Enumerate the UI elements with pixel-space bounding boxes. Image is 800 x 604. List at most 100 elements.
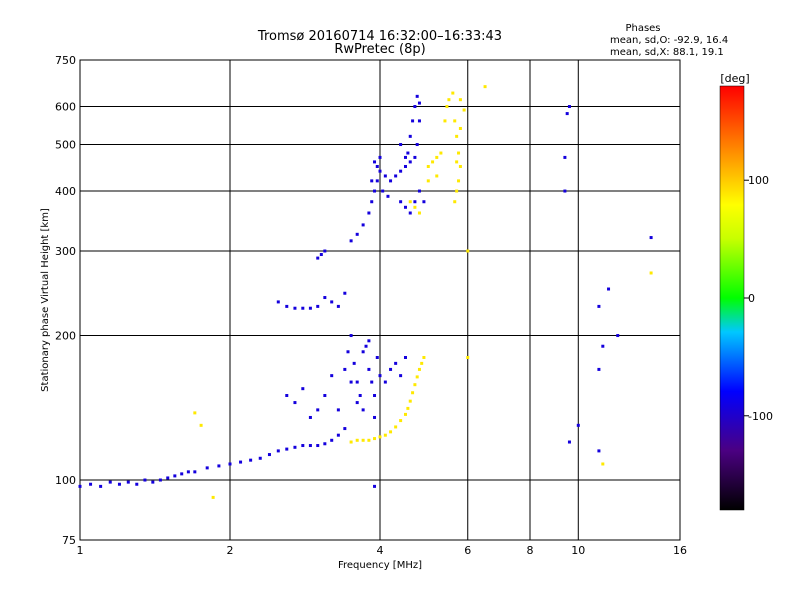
y-tick-label: 400: [55, 185, 76, 198]
data-point-o: [258, 456, 262, 460]
data-point-x: [417, 211, 421, 215]
data-point-o: [323, 249, 327, 253]
data-point-o: [126, 480, 130, 484]
data-point-x: [445, 105, 449, 109]
data-point-o: [323, 442, 327, 446]
data-point-x: [466, 249, 470, 253]
data-point-x: [367, 438, 371, 442]
data-point-o: [403, 164, 407, 168]
data-point-o: [99, 484, 103, 488]
data-point-o: [343, 367, 347, 371]
data-point-x: [422, 355, 426, 359]
data-point-x: [439, 151, 443, 155]
colorbar-gradient: [719, 85, 745, 511]
grid-lines: [80, 60, 680, 540]
phase-stats-heading: Phases: [625, 23, 660, 34]
x-tick-label: 8: [527, 544, 534, 557]
phase-stats-x: mean, sd,X: 88.1, 19.1: [610, 47, 724, 58]
data-point-o: [336, 304, 340, 308]
data-point-x: [349, 440, 353, 444]
data-point-o: [293, 445, 297, 449]
data-point-o: [399, 200, 403, 204]
data-point-o: [367, 339, 371, 343]
data-point-o: [373, 189, 377, 193]
data-point-o: [567, 105, 571, 109]
data-point-x: [447, 98, 451, 102]
data-point-x: [355, 438, 359, 442]
data-point-o: [408, 134, 412, 138]
data-point-x: [483, 85, 487, 89]
data-point-o: [205, 466, 209, 470]
data-point-o: [323, 296, 327, 300]
data-point-o: [355, 232, 359, 236]
data-point-o: [375, 355, 379, 359]
data-point-o: [649, 236, 653, 240]
data-point-o: [563, 155, 567, 159]
colorbar-tick-label: 0: [748, 292, 755, 305]
data-point-o: [228, 462, 232, 466]
data-point-o: [346, 350, 350, 354]
data-point-o: [403, 205, 407, 209]
data-point-x: [455, 189, 459, 193]
data-point-o: [108, 480, 112, 484]
data-point-o: [158, 478, 162, 482]
data-point-o: [117, 482, 121, 486]
data-point-o: [336, 433, 340, 437]
data-point-o: [89, 482, 93, 486]
y-axis-label: Stationary phase Virtual Height [km]: [40, 208, 51, 392]
data-point-o: [394, 361, 398, 365]
data-point-o: [343, 427, 347, 431]
data-point-o: [389, 367, 393, 371]
data-point-o: [276, 300, 280, 304]
data-point-o: [417, 101, 421, 105]
data-point-o: [417, 189, 421, 193]
data-point-o: [383, 174, 387, 178]
data-point-x: [378, 435, 382, 439]
data-point-o: [336, 408, 340, 412]
data-point-o: [349, 380, 353, 384]
data-point-x: [458, 126, 462, 130]
data-point-o: [383, 380, 387, 384]
data-point-o: [378, 155, 382, 159]
y-tick-label: 750: [55, 54, 76, 67]
data-point-x: [453, 200, 457, 204]
data-point-x: [193, 411, 197, 415]
data-point-o: [373, 484, 377, 488]
y-tick-label: 300: [55, 245, 76, 258]
data-point-o: [166, 476, 170, 480]
data-point-x: [399, 419, 403, 423]
x-tick-label: 4: [377, 544, 384, 557]
x-tick-label: 1: [77, 544, 84, 557]
plot-frame: [79, 59, 681, 541]
colorbar-tick-label: 100: [748, 174, 769, 187]
data-point-o: [607, 287, 611, 291]
data-point-o: [249, 458, 253, 462]
data-point-o: [563, 189, 567, 193]
x-tick-label: 6: [464, 544, 471, 557]
data-point-o: [349, 239, 353, 243]
data-point-o: [308, 306, 312, 310]
data-point-o: [361, 350, 365, 354]
y-tick-label: 200: [55, 330, 76, 343]
data-point-o: [143, 478, 147, 482]
data-point-o: [276, 449, 280, 453]
data-point-o: [378, 169, 382, 173]
data-point-x: [601, 462, 605, 466]
data-points: [78, 85, 653, 499]
data-point-o: [180, 472, 184, 476]
data-point-o: [319, 253, 323, 257]
colorbar-label: [deg]: [720, 72, 749, 85]
data-point-o: [415, 143, 419, 147]
data-point-x: [649, 271, 653, 275]
x-axis-ticks: 1 2 4 6 8 10 16: [77, 544, 688, 557]
data-point-x: [406, 406, 410, 410]
data-point-o: [330, 438, 334, 442]
data-point-x: [457, 179, 461, 183]
data-point-o: [316, 408, 320, 412]
data-point-o: [411, 119, 415, 123]
data-point-o: [349, 334, 353, 338]
data-point-o: [406, 151, 410, 155]
data-point-x: [411, 391, 415, 395]
data-point-x: [413, 383, 417, 387]
data-point-o: [373, 160, 377, 164]
